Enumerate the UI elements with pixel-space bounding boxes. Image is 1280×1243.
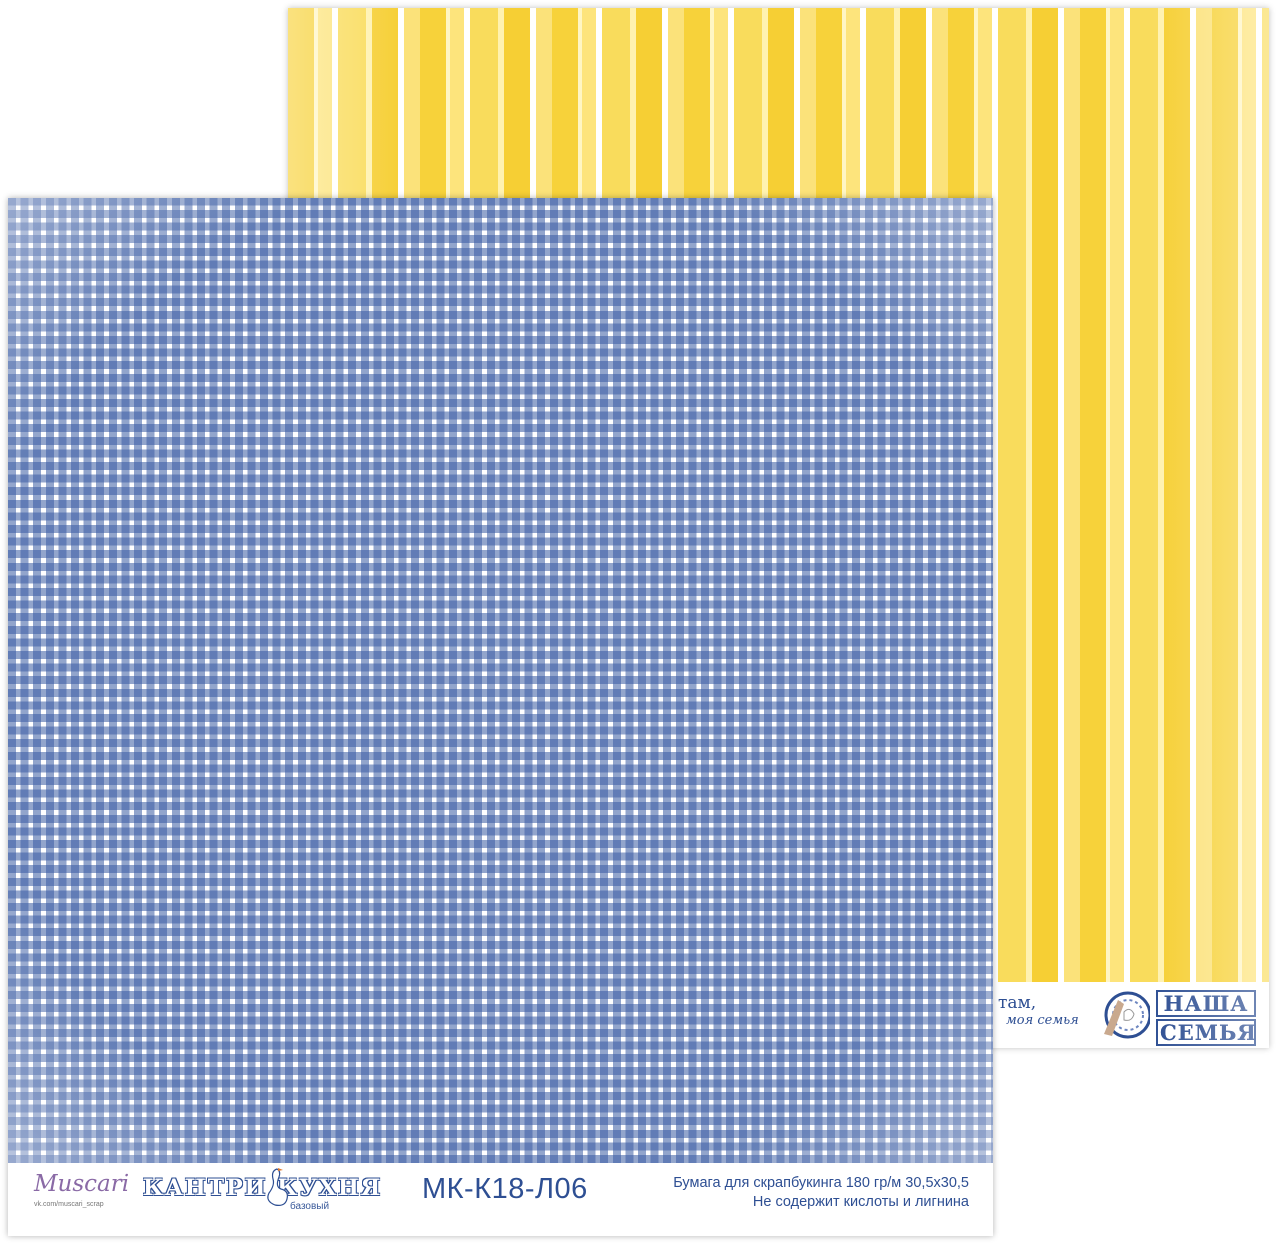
goose-icon — [267, 1168, 288, 1206]
plate-icon — [1104, 991, 1150, 1039]
brand-url: vk.com/muscari_scrap — [34, 1201, 104, 1208]
logo-line-1: НАША — [1156, 990, 1256, 1017]
brand-logo: Muscari — [34, 1171, 130, 1197]
collection-title: КАНТРИ КУХНЯ — [143, 1175, 383, 1201]
product-code: МК-К18-Л06 — [422, 1173, 588, 1205]
front-paper-sheet: Muscari vk.com/muscari_scrap КАНТРИ КУХН… — [8, 198, 993, 1236]
collection-subtitle: базовый — [290, 1201, 330, 1212]
info-line-1: Бумага для скрапбукинга 180 гр/м 30,5х30… — [673, 1175, 969, 1191]
phrase-line-1: там, — [998, 993, 1037, 1013]
info-line-2: Не содержит кислоты и лигнина — [752, 1194, 969, 1210]
logo-line-2: СЕМЬЯ — [1156, 1019, 1256, 1046]
nasha-semya-logo: НАША СЕМЬЯ — [1156, 990, 1256, 1048]
phrase-line-2: моя семья — [1006, 1013, 1079, 1028]
product-info: Бумага для скрапбукинга 180 гр/м 30,5х30… — [673, 1174, 969, 1212]
front-sheet-footer: Muscari vk.com/muscari_scrap КАНТРИ КУХН… — [8, 1163, 993, 1236]
gingham-pattern — [8, 198, 993, 1163]
back-sheet-phrase: там, моя семья — [998, 994, 1079, 1030]
